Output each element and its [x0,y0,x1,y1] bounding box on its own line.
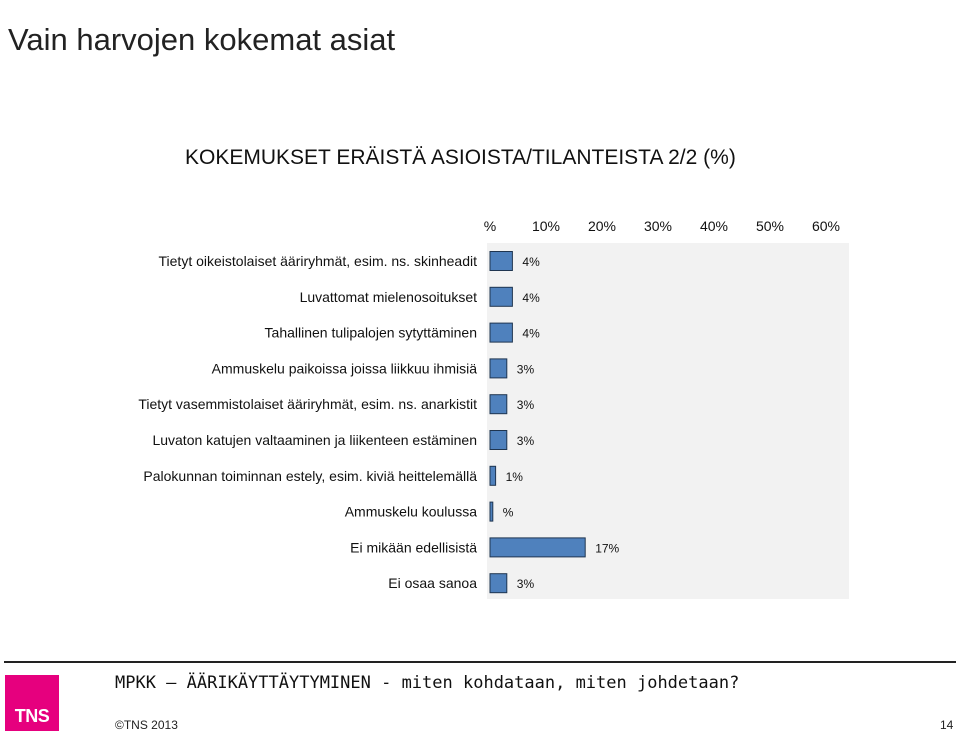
x-tick-label: 60% [812,218,840,234]
x-tick-label: 30% [644,218,672,234]
category-label: Luvattomat mielenosoitukset [300,289,478,305]
page-number: 14 [940,718,954,732]
bar [489,251,513,271]
data-label: % [503,506,514,520]
x-tick-label: 20% [588,218,616,234]
data-label: 1% [506,470,524,484]
copyright: ©TNS 2013 [115,718,178,732]
category-label: Ammuskelu paikoissa joissa liikkuu ihmis… [212,360,478,376]
x-tick-label: 50% [756,218,784,234]
bars [489,251,586,594]
data-label: 4% [522,255,540,269]
bar [489,501,494,522]
category-label: Ammuskelu koulussa [345,504,477,520]
slide-title: Vain harvojen kokemat asiat [8,22,396,57]
x-axis-ticks: % 10% 20% 30% 40% 50% 60% [484,218,840,234]
data-label: 3% [517,362,535,376]
data-labels: 4% 4% 4% 3% 3% 3% 1%% 17% 3% [503,255,620,591]
category-label: Luvaton katujen valtaaminen ja liikentee… [152,432,477,448]
footer-divider [4,661,956,663]
tns-logo: TNS [5,675,59,731]
x-tick-label: 40% [700,218,728,234]
category-label: Ei mikään edellisistä [350,539,477,555]
bar-chart: % 10% 20% 30% 40% 50% 60% Tietyt oikeistolaise… [138,218,849,599]
bar [489,286,513,307]
bar [489,394,508,415]
data-label: 3% [517,434,535,448]
category-label: Tahallinen tulipalojen sytyttäminen [265,325,477,341]
bar [489,573,508,594]
x-tick-label: 10% [532,218,560,234]
category-label: Tietyt oikeistolaiset ääriryhmät, esim. … [159,253,478,269]
category-label: Palokunnan toiminnan estely, esim. kiviä… [143,468,477,484]
bar [489,430,508,450]
footer-text: MPKK – ÄÄRIKÄYTTÄYTYMINEN - miten kohdat… [115,673,740,693]
data-label: 3% [517,577,535,591]
bar [489,358,508,379]
category-labels: Tietyt oikeistolaiset ääriryhmät, esim. … [138,253,477,591]
data-label: 3% [517,398,535,412]
x-tick-label: % [484,218,496,234]
bar [489,322,513,343]
chart-title: KOKEMUKSET ERÄISTÄ ASIOISTA/TILANTEISTA … [185,146,736,169]
data-label: 4% [522,291,540,305]
data-label: 4% [522,327,540,341]
category-label: Tietyt vasemmistolaiset ääriryhmät, esim… [138,396,477,412]
bar [489,537,586,558]
data-label: 17% [595,541,619,555]
bar [489,465,497,486]
category-label: Ei osaa sanoa [388,575,477,591]
